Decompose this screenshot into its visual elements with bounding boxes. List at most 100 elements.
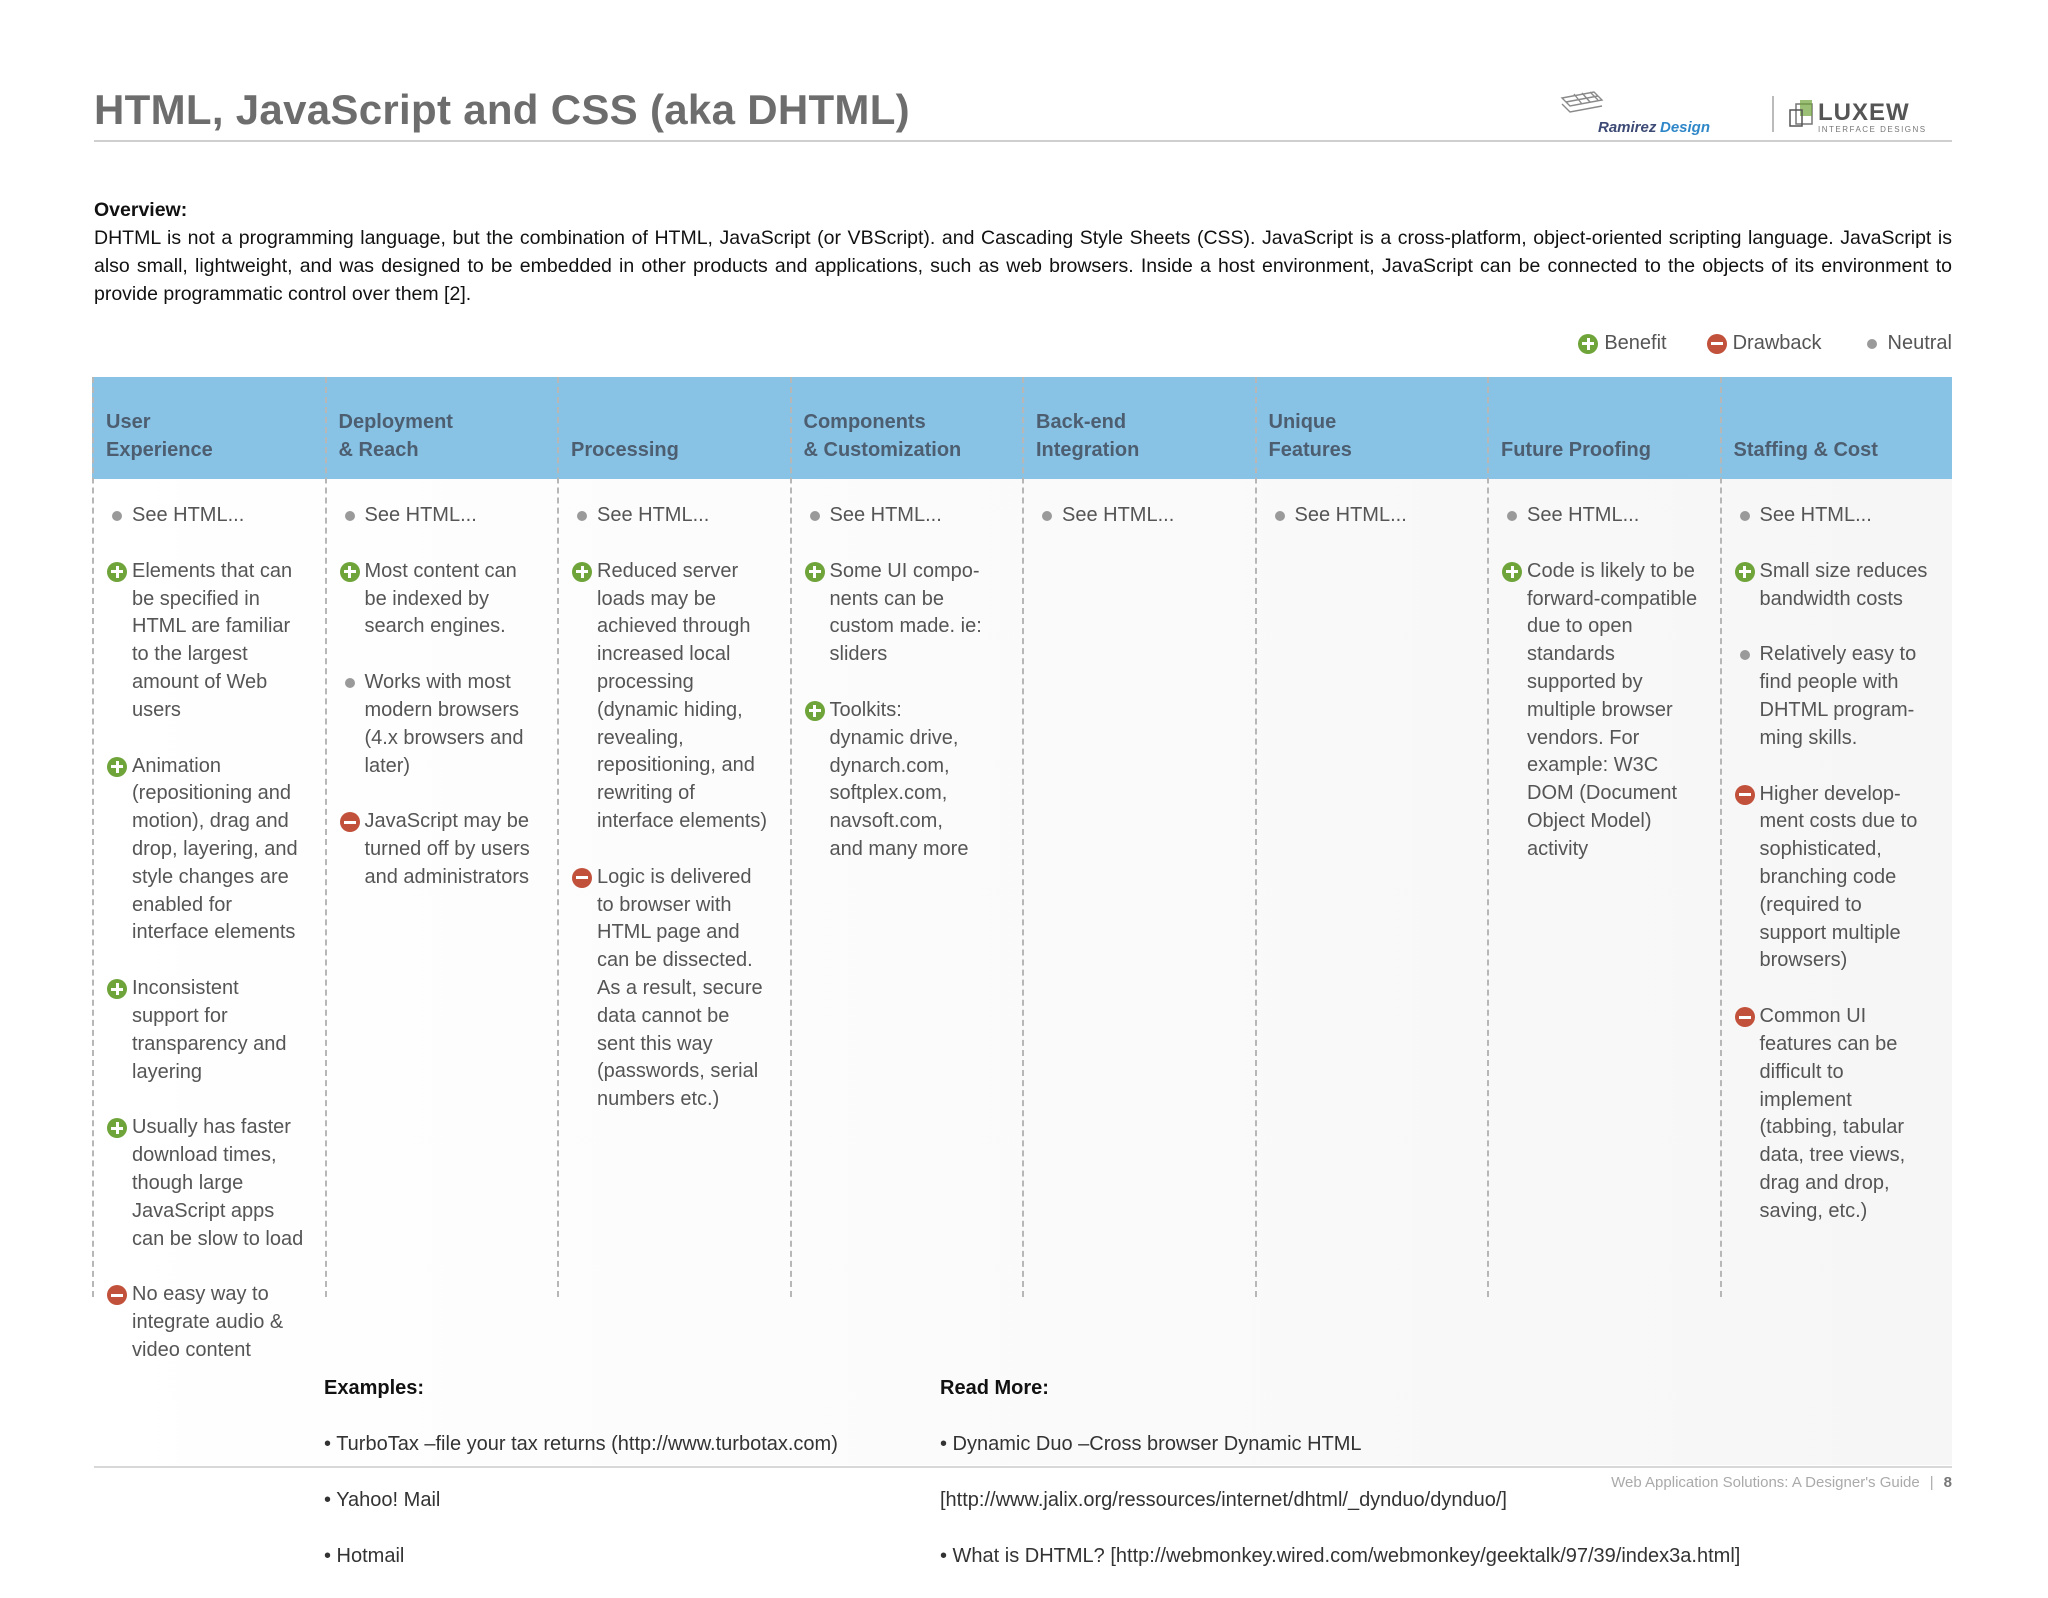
column-divider bbox=[557, 377, 559, 1297]
column-divider bbox=[1719, 377, 1722, 1297]
minus-circle-icon bbox=[1706, 333, 1727, 354]
svg-text:Design: Design bbox=[1660, 119, 1710, 136]
logos: Ramirez Design LUXEW INTERFACE DESIGNS bbox=[1560, 91, 1927, 136]
list-item-text: See HTML... bbox=[1527, 504, 1640, 526]
list-item-text: Toolkits: dynamic drive, dynarch.com, so… bbox=[829, 698, 969, 860]
list-item-text: Animation (repositioning and motion), dr… bbox=[132, 754, 298, 944]
neutral-dot-icon bbox=[344, 678, 355, 689]
list-item-text: See HTML... bbox=[597, 504, 710, 526]
column-items: See HTML... Most content can be indexed b… bbox=[325, 479, 558, 892]
examples-section: Examples: • TurboTax –file your tax retu… bbox=[324, 1346, 838, 1598]
neutral-dot-icon bbox=[1042, 511, 1052, 521]
neutral-dot-icon bbox=[809, 511, 820, 521]
list-item-benefit: Inconsistent support for transparency an… bbox=[102, 975, 319, 1086]
plus-circle-icon bbox=[107, 979, 127, 1000]
list-item-text: Code is likely to be forward-compatible … bbox=[1527, 559, 1698, 860]
plus-circle-icon bbox=[804, 561, 825, 582]
list-item-text: See HTML... bbox=[132, 504, 245, 526]
list-item-benefit: Some UI compo- nents can be custom made.… bbox=[800, 558, 1017, 669]
examples-item: • Yahoo! Mail bbox=[324, 1489, 441, 1511]
table-column: Future Proofing See HTML... Code is likely… bbox=[1487, 377, 1720, 892]
list-item-text: Small size reduces bandwidth costs bbox=[1759, 559, 1928, 610]
legend-drawback: Drawback bbox=[1706, 332, 1822, 355]
list-item-text: Most content can be indexed by search en… bbox=[364, 559, 517, 638]
list-item-benefit: Code is likely to be forward-compatible … bbox=[1497, 558, 1714, 864]
overview-label: Overview: bbox=[94, 199, 188, 221]
neutral-dot-icon bbox=[1507, 511, 1517, 521]
ramirez-design-logo: Ramirez Design bbox=[1560, 91, 1710, 136]
list-item-text: No easy way to integrate audio & video c… bbox=[132, 1283, 284, 1361]
column-items: See HTML... Small size reduces bandwidth … bbox=[1720, 479, 1953, 1226]
read-more-item: [http://www.jalix.org/ressources/interne… bbox=[940, 1489, 1507, 1511]
list-item-benefit: Usually has faster download times, thoug… bbox=[102, 1114, 319, 1253]
column-heading: Staffing & Cost bbox=[1733, 439, 1878, 461]
neutral-dot-icon bbox=[1739, 650, 1750, 661]
minus-circle-icon bbox=[339, 812, 360, 833]
overview-section: Overview: DHTML is not a programming lan… bbox=[94, 196, 1952, 308]
table-column: Processing See HTML... Reduced server load… bbox=[557, 377, 790, 1142]
column-items: See HTML... Elements that can be specifie… bbox=[92, 479, 325, 1365]
list-item-text: Logic is delivered to browser with HTML … bbox=[597, 865, 763, 1111]
list-item-neutral: See HTML... bbox=[800, 502, 1017, 530]
legend-drawback-label: Drawback bbox=[1732, 332, 1822, 354]
column-items: See HTML... bbox=[1022, 479, 1255, 530]
plus-circle-icon bbox=[572, 561, 592, 582]
column-heading: Deployment & Reach bbox=[338, 411, 453, 461]
minus-circle-icon bbox=[1734, 1007, 1755, 1028]
list-item-benefit: Small size reduces bandwidth costs bbox=[1730, 558, 1947, 614]
list-item-benefit: Toolkits: dynamic drive, dynarch.com, so… bbox=[800, 697, 1017, 864]
column-divider bbox=[1254, 377, 1257, 1297]
column-divider bbox=[324, 377, 327, 1297]
list-item-benefit: Animation (repositioning and motion), dr… bbox=[102, 753, 319, 948]
list-item-text: Elements that can be specified in HTML a… bbox=[132, 559, 293, 721]
minus-circle-icon bbox=[107, 1285, 127, 1306]
list-item-benefit: Elements that can be specified in HTML a… bbox=[102, 558, 319, 725]
list-item-text: Relatively easy to find people with DHTM… bbox=[1759, 643, 1917, 749]
list-item-text: See HTML... bbox=[1294, 504, 1407, 526]
bottom-rule bbox=[94, 1466, 1952, 1468]
column-divider bbox=[1022, 377, 1024, 1297]
read-more-label: Read More: bbox=[940, 1377, 1049, 1399]
column-divider bbox=[1487, 377, 1489, 1297]
list-item-text: Higher develop- ment costs due to sophis… bbox=[1759, 782, 1918, 972]
list-item-text: Common UI features can be difficult to i… bbox=[1759, 1005, 1906, 1222]
list-item-neutral: See HTML... bbox=[335, 502, 552, 530]
neutral-dot-icon bbox=[577, 511, 587, 521]
read-more-section: Read More: • Dynamic Duo –Cross browser … bbox=[940, 1346, 1740, 1598]
column-heading: Back-end Integration bbox=[1036, 411, 1140, 461]
title-rule bbox=[94, 140, 1952, 142]
legend-benefit: Benefit bbox=[1578, 332, 1667, 355]
column-heading: Future Proofing bbox=[1501, 439, 1651, 461]
list-item-text: See HTML... bbox=[1759, 504, 1872, 526]
column-heading: User Experience bbox=[106, 411, 213, 461]
plus-circle-icon bbox=[1502, 561, 1522, 582]
list-item-text: JavaScript may be turned off by users an… bbox=[364, 810, 530, 888]
list-item-neutral: See HTML... bbox=[1032, 502, 1249, 530]
neutral-dot-icon bbox=[1866, 338, 1877, 349]
list-item-text: Usually has faster download times, thoug… bbox=[132, 1116, 304, 1250]
neutral-dot-icon bbox=[344, 511, 355, 521]
footer-guide-title: Web Application Solutions: A Designer's … bbox=[1611, 1474, 1920, 1491]
list-item-benefit: Reduced server loads may be achieved thr… bbox=[567, 558, 784, 836]
examples-label: Examples: bbox=[324, 1377, 425, 1399]
neutral-dot-icon bbox=[112, 511, 122, 521]
list-item-text: See HTML... bbox=[364, 504, 477, 526]
list-item-neutral: See HTML... bbox=[102, 502, 319, 530]
list-item-drawback: Common UI features can be difficult to i… bbox=[1730, 1003, 1947, 1225]
neutral-dot-icon bbox=[1739, 511, 1750, 521]
examples-item: • Hotmail bbox=[324, 1545, 405, 1567]
column-items: See HTML... Code is likely to be forward-… bbox=[1487, 479, 1720, 864]
list-item-text: Inconsistent support for transparency an… bbox=[132, 977, 287, 1083]
list-item-neutral: See HTML... bbox=[1497, 502, 1714, 530]
svg-text:LUXEW: LUXEW bbox=[1818, 99, 1910, 126]
page-title: HTML, JavaScript and CSS (aka DHTML) bbox=[94, 86, 910, 133]
list-item-text: Reduced server loads may be achieved thr… bbox=[597, 559, 768, 832]
list-item-drawback: Logic is delivered to browser with HTML … bbox=[567, 864, 784, 1114]
svg-text:INTERFACE DESIGNS: INTERFACE DESIGNS bbox=[1818, 125, 1927, 134]
list-item-benefit: Most content can be indexed by search en… bbox=[335, 558, 552, 641]
table-column: Deployment & Reach See HTML... Most conten… bbox=[325, 377, 558, 920]
page-footer: Web Application Solutions: A Designer's … bbox=[1611, 1474, 1952, 1491]
plus-circle-icon bbox=[1578, 333, 1599, 354]
column-divider bbox=[789, 377, 792, 1297]
table-column: Back-end Integration See HTML... bbox=[1022, 377, 1255, 558]
